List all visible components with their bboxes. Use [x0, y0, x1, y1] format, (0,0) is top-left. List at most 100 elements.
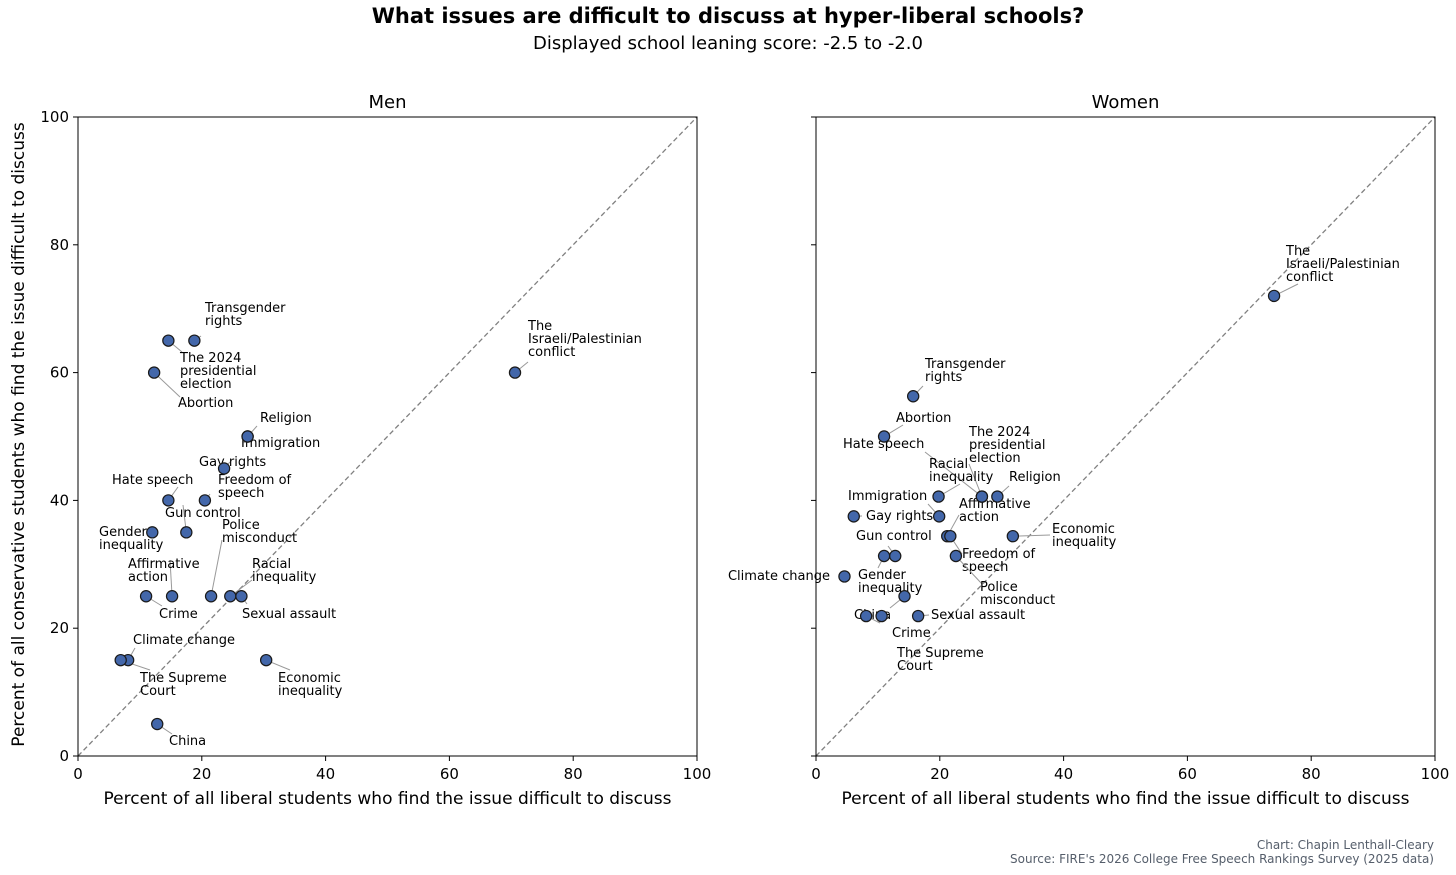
- data-point-police-misconduct: [949, 549, 963, 563]
- data-point-china: [898, 590, 911, 603]
- point-label-gay-rights: Gay rights: [866, 509, 933, 524]
- point-label-affirmative-action: Affirmative action: [128, 557, 200, 585]
- leader-line-police-misconduct: [210, 539, 223, 597]
- x-tick-label: 80: [564, 765, 583, 783]
- y-tick-label: 20: [50, 619, 69, 637]
- chart-credit: Chart: Chapin Lenthall-Cleary: [1256, 838, 1434, 852]
- point-label-economic-inequality: Economic inequality: [1052, 522, 1117, 550]
- point-label-economic-inequality: Economic inequality: [278, 671, 343, 699]
- x-axis-label: Percent of all liberal students who find…: [842, 789, 1410, 809]
- x-tick-label: 100: [683, 765, 712, 783]
- data-point-gay-rights: [217, 462, 231, 475]
- data-points: [114, 334, 522, 731]
- point-label-affirmative-action: Affirmative action: [959, 497, 1031, 525]
- x-axis-label: Percent of all liberal students who find…: [104, 789, 672, 809]
- panel-men: Men 0 20 40 60 80 100 0 20 40 60 80 100 Percent of al…: [9, 92, 711, 809]
- plot-frame: [815, 116, 1436, 757]
- point-labels: Transgender rights The 2024 presidential ele…: [99, 301, 642, 749]
- leader-line-hate-speech: [924, 451, 983, 497]
- point-labels: The Israeli/Palestinian conflict Transgende…: [728, 244, 1400, 674]
- data-point-the-israeli-palestinian-conflict: [508, 366, 522, 379]
- point-label-police-misconduct: Police misconduct: [980, 580, 1055, 608]
- data-point-immigration: [241, 430, 254, 443]
- data-point-freedom-of-speech: [198, 494, 212, 507]
- data-point-immigration: [932, 510, 946, 523]
- x-tick-label: 100: [1421, 765, 1450, 783]
- panel-title: Women: [1092, 92, 1160, 113]
- point-label-racial-inequality: Racial inequality: [252, 557, 317, 585]
- data-point-sexual-assault: [235, 590, 248, 603]
- point-label-immigration: Immigration: [241, 436, 320, 451]
- point-label-police-misconduct: Police misconduct: [222, 518, 297, 546]
- panel-women: Women 0 20 40 60 80 100 Percent of all liberal …: [728, 92, 1449, 809]
- x-tick-label: 0: [73, 765, 83, 783]
- point-label-sexual-assault: Sexual assault: [931, 608, 1025, 623]
- y-tick-label: 100: [40, 108, 69, 126]
- data-point-the-supreme-court: [859, 609, 873, 623]
- data-point-abortion: [877, 430, 891, 443]
- data-point-the-2024-presidential-election: [162, 334, 175, 347]
- point-label-gun-control: Gun control: [856, 529, 932, 544]
- point-label-climate-change: Climate change: [133, 633, 235, 648]
- data-point-gender-inequality: [146, 526, 159, 539]
- data-point-climate-change: [838, 570, 851, 583]
- chart-source: Source: FIRE's 2026 College Free Speech …: [1010, 852, 1434, 866]
- data-point-racial-inequality: [224, 590, 237, 603]
- point-label-hate-speech: Hate speech: [843, 437, 924, 452]
- data-point-transgender-rights: [906, 390, 920, 403]
- data-point-gender-inequality: [877, 549, 891, 563]
- data-point-economic-inequality: [1006, 529, 1020, 543]
- data-point-police-misconduct: [204, 590, 218, 603]
- chart-subtitle: Displayed school leaning score: -2.5 to …: [533, 33, 923, 54]
- point-label-gender-inequality: Gender inequality: [99, 525, 164, 553]
- reference-line: [815, 116, 1436, 757]
- point-label-sexual-assault: Sexual assault: [242, 607, 336, 622]
- x-tick-label: 20: [192, 765, 211, 783]
- point-label-the-2024-presidential-election: The 2024 presidential election: [179, 351, 256, 392]
- point-label-gender-inequality: Gender inequality: [858, 568, 923, 596]
- point-label-religion: Religion: [1009, 470, 1061, 485]
- data-point-gun-control: [889, 549, 902, 563]
- point-label-china: China: [169, 734, 206, 749]
- point-label-climate-change: Climate change: [728, 569, 830, 584]
- x-tick-label: 40: [1054, 765, 1073, 783]
- data-point-religion: [991, 490, 1004, 503]
- point-label-transgender-rights: Transgender rights: [204, 301, 286, 329]
- data-point-freedom-of-speech: [944, 529, 957, 543]
- data-point-the-israeli-palestinian-conflict: [1267, 289, 1281, 303]
- point-label-immigration: Immigration: [848, 489, 927, 504]
- y-axis-label: Percent of all conservative students who…: [9, 122, 29, 747]
- point-label-freedom-of-speech: Freedom of speech: [962, 547, 1036, 575]
- point-label-the-2024-presidential-election: The 2024 presidential election: [968, 425, 1045, 466]
- point-label-abortion: Abortion: [896, 411, 951, 426]
- x-tick-label: 60: [440, 765, 459, 783]
- data-point-economic-inequality: [259, 653, 273, 667]
- point-label-hate-speech: Hate speech: [112, 473, 193, 488]
- x-tick-label: 60: [1178, 765, 1197, 783]
- point-label-gun-control: Gun control: [165, 506, 241, 521]
- y-tick-label: 60: [50, 364, 69, 382]
- data-point-transgender-rights: [188, 334, 201, 347]
- point-label-crime: Crime: [159, 607, 198, 622]
- data-point-affirmative-action: [165, 590, 179, 603]
- data-point-the-2024-presidential-election: [975, 490, 989, 503]
- point-label-the-israeli-palestinian-conflict: The Israeli/Palestinian conflict: [1285, 244, 1400, 285]
- point-label-the-israeli-palestinian-conflict: The Israeli/Palestinian conflict: [527, 319, 642, 360]
- leader-line-police-misconduct: [955, 555, 983, 585]
- data-point-sexual-assault: [911, 609, 925, 623]
- data-point-gun-control: [180, 526, 193, 539]
- plot-frame: [77, 116, 698, 757]
- point-label-the-supreme-court: The Supreme Court: [896, 646, 984, 674]
- data-point-gay-rights: [847, 510, 860, 523]
- point-label-abortion: Abortion: [178, 396, 233, 411]
- x-tick-label: 40: [316, 765, 335, 783]
- point-label-the-supreme-court: The Supreme Court: [139, 671, 227, 699]
- y-tick-label: 40: [50, 491, 69, 509]
- point-label-gay-rights: Gay rights: [199, 455, 266, 470]
- data-point-crime: [139, 590, 153, 603]
- chart-title: What issues are difficult to discuss at …: [371, 4, 1085, 28]
- x-tick-label: 80: [1302, 765, 1321, 783]
- data-point-china: [151, 717, 164, 731]
- data-point-the-supreme-court: [114, 653, 127, 667]
